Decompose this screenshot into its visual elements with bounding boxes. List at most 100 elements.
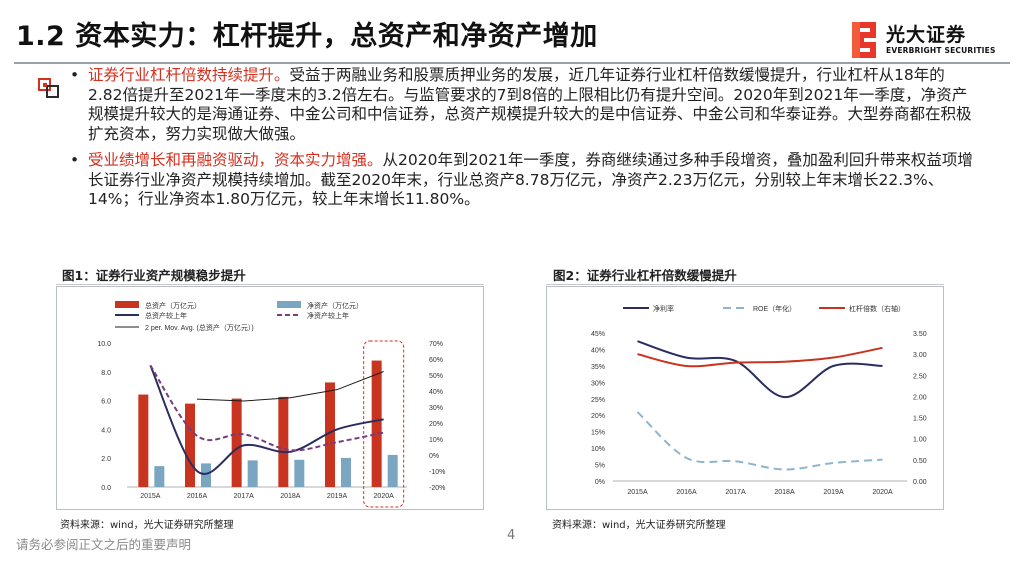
y-right-tick-label: 2.50 [913, 373, 927, 380]
bar-net-assets [387, 454, 398, 487]
figure-1-source: 资料来源：wind，光大证券研究所整理 [60, 520, 234, 531]
y-left-tick-label: 15% [591, 430, 605, 437]
y-left-tick-label: 0.0 [101, 485, 111, 492]
bar-net-assets [341, 457, 351, 487]
y-left-tick-label: 8.0 [101, 370, 111, 377]
bullet-dot-icon: • [70, 151, 80, 169]
logo-subtitle: EVERBRIGHT SECURITIES [886, 46, 996, 55]
legend-label: 净利率 [653, 304, 674, 313]
header-divider [14, 62, 1010, 64]
x-tick-label: 2017A [234, 493, 255, 500]
y-right-tick-label: 50% [429, 373, 443, 380]
y-right-tick-label: 70% [429, 341, 443, 348]
x-tick-label: 2018A [280, 493, 301, 500]
figure-1-panel: 总资产（万亿元） 净资产（万亿元） 总资产较上年 净资产较上年 2 per. Mov. … [56, 286, 484, 510]
bar-total-assets [138, 394, 149, 487]
legend-swatch [277, 301, 301, 308]
legend-swatch [115, 301, 139, 308]
y-left-tick-label: 25% [591, 397, 605, 404]
x-tick-label: 2015A [140, 493, 161, 500]
y-left-tick-label: 2.0 [101, 456, 111, 463]
bullet-text: 从2020年到2021年一季度，券商继续通过多种手段增资，叠加盈利回升带来权益项… [88, 151, 973, 208]
bar-net-assets [201, 463, 211, 487]
line-net-assets-yoy [149, 364, 384, 452]
bar-total-assets [185, 403, 195, 487]
legend-label: 净资产较上年 [307, 311, 349, 320]
y-right-tick-label: 1.50 [913, 416, 927, 423]
y-left-tick-label: 45% [591, 331, 605, 338]
y-right-tick-label: 60% [429, 357, 443, 364]
y-right-tick-label: 40% [429, 389, 443, 396]
y-left-tick-label: 4.0 [101, 427, 111, 434]
legend-label: 2 per. Mov. Avg. (总资产（万亿元）) [145, 323, 254, 332]
bar-total-assets [278, 396, 289, 487]
disclaimer-note: 请务必参阅正文之后的重要声明 [16, 537, 192, 552]
page-title: 1.2 资本实力：杠杆提升，总资产和净资产增加 [16, 21, 598, 52]
y-left-tick-label: 20% [591, 413, 605, 420]
legend-label: ROE（年化） [753, 304, 796, 313]
company-logo: 光大证券 EVERBRIGHT SECURITIES [846, 18, 1016, 64]
bullet-highlight: 证券行业杠杆倍数持续提升。 [88, 66, 290, 84]
line-leverage [637, 346, 883, 368]
y-right-tick-label: 0.00 [913, 479, 927, 486]
y-left-tick-label: 10.0 [97, 341, 111, 348]
bar-net-assets [247, 460, 258, 487]
y-left-tick-label: 35% [591, 364, 605, 371]
bar-net-assets [294, 459, 305, 487]
line-moving-average [196, 371, 384, 402]
legend-label: 净资产（万亿元） [307, 301, 363, 310]
bullet-highlight: 受业绩增长和再融资驱动，资本实力增强。 [88, 151, 383, 169]
y-right-tick-label: 3.00 [913, 352, 927, 359]
legend-label: 总资产较上年 [145, 311, 187, 320]
x-tick-label: 2020A [374, 493, 395, 500]
figure-2-chart: 净利率 ROE（年化） 杠杆倍数（右轴） 0% 5% 10% 15% 20% 25% 30% 35%… [591, 304, 927, 496]
logo-mark-icon [852, 22, 876, 58]
bar-net-assets [154, 466, 165, 487]
x-tick-label: 2017A [725, 489, 746, 496]
figure-1-title-rule [56, 284, 484, 285]
y-left-tick-label: 30% [591, 380, 605, 387]
x-tick-label: 2015A [627, 489, 648, 496]
x-tick-label: 2016A [676, 489, 697, 496]
y-left-tick-label: 0% [595, 479, 605, 486]
figure-1-title: 图1：证券行业资产规模稳步提升 [62, 268, 246, 283]
page-number: 4 [507, 528, 516, 543]
bullet-item-capital: • 受业绩增长和再融资驱动，资本实力增强。从2020年到2021年一季度，券商继… [66, 151, 978, 210]
bar-total-assets [371, 360, 382, 487]
section-marker-icon [38, 78, 59, 98]
y-right-tick-label: 1.00 [913, 437, 927, 444]
legend-label: 总资产（万亿元） [145, 301, 201, 310]
x-tick-label: 2018A [774, 489, 795, 496]
y-right-tick-label: -20% [429, 485, 445, 492]
y-right-tick-label: -10% [429, 469, 445, 476]
y-right-tick-label: 0% [429, 453, 439, 460]
line-total-assets-yoy [149, 364, 384, 475]
bullet-list: • 证券行业杠杆倍数持续提升。受益于两融业务和股票质押业务的发展，近几年证券行业… [66, 66, 978, 217]
figure-1-chart: 总资产（万亿元） 净资产（万亿元） 总资产较上年 净资产较上年 2 per. Mov. … [97, 301, 445, 508]
bullet-text: 受益于两融业务和股票质押业务的发展，近几年证券行业杠杆倍数缓慢提升，行业杠杆从1… [88, 66, 972, 143]
figure-2-source: 资料来源：wind，光大证券研究所整理 [552, 520, 726, 531]
bar-total-assets [325, 382, 335, 487]
logo-text: 光大证券 [886, 24, 967, 46]
bullet-item-leverage: • 证券行业杠杆倍数持续提升。受益于两融业务和股票质押业务的发展，近几年证券行业… [66, 66, 978, 144]
y-left-tick-label: 6.0 [101, 399, 111, 406]
line-net-margin [637, 340, 883, 399]
line-roe [636, 411, 883, 471]
figure-2-title: 图2：证券行业杠杆倍数缓慢提升 [553, 268, 737, 283]
y-right-tick-label: 10% [429, 437, 443, 444]
y-left-tick-label: 5% [595, 463, 605, 470]
y-right-tick-label: 2.00 [913, 394, 927, 401]
figure-2-panel: 净利率 ROE（年化） 杠杆倍数（右轴） 0% 5% 10% 15% 20% 25% 30% 35%… [546, 286, 944, 510]
bar-total-assets [231, 398, 242, 487]
bullet-dot-icon: • [70, 66, 80, 84]
y-left-tick-label: 40% [591, 347, 605, 354]
x-tick-label: 2019A [327, 493, 348, 500]
y-right-tick-label: 3.50 [913, 331, 927, 338]
x-tick-label: 2016A [187, 493, 208, 500]
figure-2-title-rule [546, 284, 944, 285]
x-tick-label: 2019A [823, 489, 844, 496]
y-left-tick-label: 10% [591, 446, 605, 453]
x-tick-label: 2020A [872, 489, 893, 496]
legend-label: 杠杆倍数（右轴） [849, 304, 905, 313]
y-right-tick-label: 20% [429, 421, 443, 428]
